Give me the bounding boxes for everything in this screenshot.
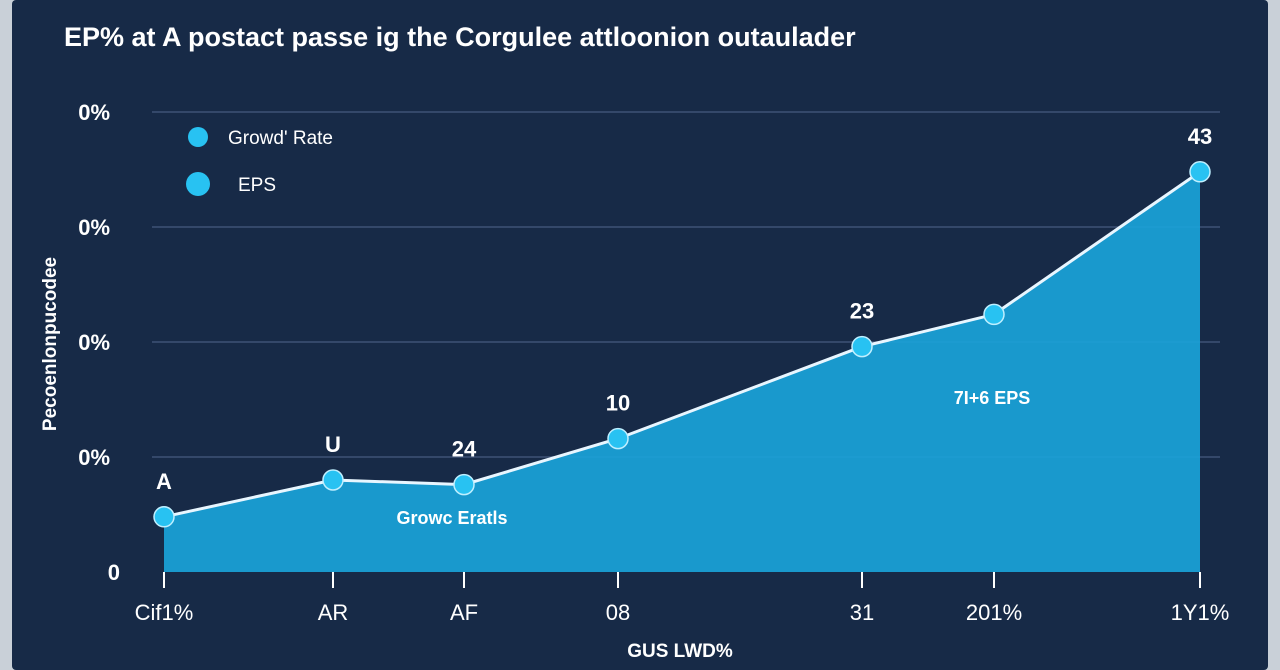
data-point (1189, 161, 1211, 183)
data-point (453, 473, 475, 496)
x-tick-label: AR (318, 600, 349, 625)
data-label: 10 (606, 391, 630, 416)
data-point (322, 469, 344, 491)
legend-label-eps: EPS (238, 175, 276, 196)
legend-marker-eps (186, 172, 210, 196)
x-tick-label: 31 (850, 600, 874, 625)
legend-marker-growth (188, 127, 208, 147)
eps-area (164, 171, 1200, 573)
y-tick-label: 0 (108, 560, 120, 585)
y-axis-ticks: 0% 0% 0% 0% 0 (78, 100, 120, 585)
data-label: 43 (1188, 124, 1212, 149)
x-tick-label: Cif1% (135, 600, 194, 625)
data-label: 24 (452, 437, 477, 462)
data-points: A U 24 10 23 43 (153, 124, 1212, 528)
y-tick-label: 0% (78, 100, 110, 125)
data-label: A (156, 469, 172, 494)
data-point (607, 427, 629, 450)
legend: Growd' Rate EPS (186, 127, 333, 196)
x-axis-ticks: Cif1% AR AF 08 31 201% 1Y1% (135, 572, 1230, 625)
data-point (983, 303, 1005, 326)
y-tick-label: 0% (78, 445, 110, 470)
annotation-eps: 7I+6 EPS (954, 388, 1031, 408)
annotation-growth: Growc Eratls (396, 508, 507, 528)
chart-frame: EP% at A postact passe ig the Corgulee a… (12, 0, 1268, 670)
y-tick-label: 0% (78, 330, 110, 355)
data-point (851, 335, 873, 358)
data-label: U (325, 432, 341, 457)
legend-label-growth: Growd' Rate (228, 128, 333, 149)
x-tick-label: 1Y1% (1171, 600, 1230, 625)
chart-canvas: 0% 0% 0% 0% 0 Cif1% AR AF 08 31 201% 1Y1% A U 24 10 23… (40, 100, 1230, 662)
x-tick-label: 08 (606, 600, 630, 625)
x-tick-label: AF (450, 600, 478, 625)
y-axis-label: Pecoenlonpucodee (40, 257, 61, 431)
chart-title: EP% at A postact passe ig the Corgulee a… (64, 22, 856, 52)
data-point (153, 506, 175, 528)
x-axis-label: GUS LWD% (627, 641, 733, 662)
x-tick-label: 201% (966, 600, 1022, 625)
data-label: 23 (850, 299, 874, 324)
y-tick-label: 0% (78, 215, 110, 240)
